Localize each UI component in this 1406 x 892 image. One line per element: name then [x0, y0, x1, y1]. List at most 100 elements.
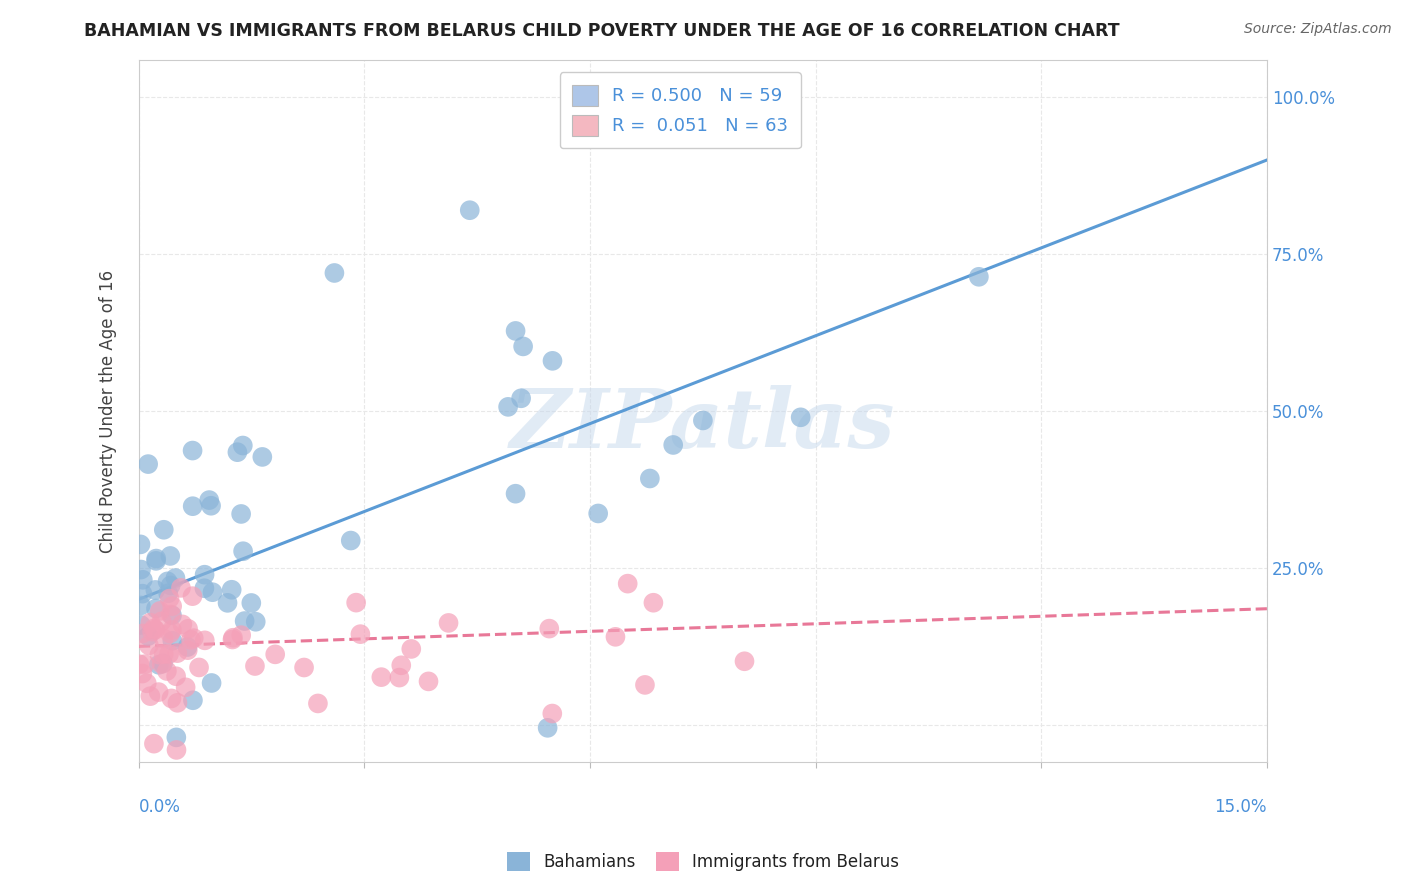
- Point: [143, 582, 166, 597]
- Point: [157, 586, 180, 600]
- Point: [145, 551, 167, 566]
- Point: [129, 618, 152, 632]
- Point: [176, 640, 198, 654]
- Point: [634, 678, 657, 692]
- Point: [221, 582, 243, 597]
- Point: [616, 576, 638, 591]
- Point: [418, 674, 440, 689]
- Y-axis label: Child Poverty Under the Age of 16: Child Poverty Under the Age of 16: [100, 269, 117, 553]
- Point: [129, 599, 152, 613]
- Text: 15.0%: 15.0%: [1215, 797, 1267, 815]
- Legend: R = 0.500   N = 59, R =  0.051   N = 63: R = 0.500 N = 59, R = 0.051 N = 63: [560, 72, 801, 148]
- Point: [389, 658, 412, 673]
- Point: [264, 648, 287, 662]
- Point: [159, 591, 181, 606]
- Point: [734, 654, 756, 668]
- Point: [135, 676, 157, 690]
- Point: [194, 633, 217, 648]
- Point: [458, 203, 481, 218]
- Point: [370, 670, 392, 684]
- Point: [150, 615, 173, 629]
- Point: [605, 630, 627, 644]
- Point: [139, 615, 162, 630]
- Point: [142, 737, 165, 751]
- Point: [344, 596, 367, 610]
- Point: [148, 648, 170, 662]
- Point: [159, 578, 181, 592]
- Point: [148, 685, 170, 699]
- Point: [401, 642, 423, 657]
- Point: [510, 392, 533, 406]
- Point: [967, 269, 990, 284]
- Point: [181, 589, 204, 603]
- Point: [141, 624, 163, 639]
- Point: [145, 601, 167, 615]
- Point: [292, 660, 315, 674]
- Point: [496, 400, 519, 414]
- Point: [307, 697, 329, 711]
- Point: [183, 631, 205, 645]
- Point: [188, 660, 211, 674]
- Point: [165, 731, 187, 745]
- Point: [662, 438, 685, 452]
- Point: [145, 554, 167, 568]
- Point: [226, 445, 249, 459]
- Point: [177, 622, 200, 636]
- Point: [136, 457, 159, 471]
- Point: [152, 647, 174, 661]
- Point: [159, 607, 181, 622]
- Point: [231, 628, 253, 642]
- Point: [194, 567, 217, 582]
- Point: [221, 632, 243, 647]
- Point: [156, 664, 179, 678]
- Point: [233, 614, 256, 628]
- Point: [180, 632, 202, 647]
- Point: [252, 450, 274, 464]
- Point: [243, 659, 266, 673]
- Point: [388, 671, 411, 685]
- Point: [160, 608, 183, 623]
- Point: [165, 669, 187, 683]
- Point: [165, 571, 187, 585]
- Point: [240, 596, 263, 610]
- Point: [142, 622, 165, 636]
- Point: [200, 499, 222, 513]
- Point: [512, 339, 534, 353]
- Point: [143, 623, 166, 637]
- Point: [222, 631, 245, 645]
- Point: [181, 499, 204, 513]
- Point: [159, 549, 181, 563]
- Point: [152, 632, 174, 646]
- Point: [339, 533, 361, 548]
- Point: [538, 622, 561, 636]
- Point: [138, 638, 160, 652]
- Point: [160, 599, 183, 613]
- Point: [157, 647, 180, 661]
- Point: [229, 507, 252, 521]
- Text: BAHAMIAN VS IMMIGRANTS FROM BELARUS CHILD POVERTY UNDER THE AGE OF 16 CORRELATIO: BAHAMIAN VS IMMIGRANTS FROM BELARUS CHIL…: [84, 22, 1121, 40]
- Point: [131, 587, 153, 601]
- Point: [129, 562, 152, 576]
- Point: [586, 507, 609, 521]
- Text: ZIPatlas: ZIPatlas: [510, 385, 896, 465]
- Point: [129, 537, 152, 551]
- Point: [149, 604, 172, 618]
- Text: 0.0%: 0.0%: [139, 797, 181, 815]
- Point: [131, 666, 153, 681]
- Point: [132, 573, 155, 587]
- Point: [159, 626, 181, 640]
- Point: [174, 681, 197, 695]
- Point: [152, 657, 174, 671]
- Point: [505, 324, 527, 338]
- Point: [232, 544, 254, 558]
- Point: [232, 438, 254, 452]
- Legend: Bahamians, Immigrants from Belarus: Bahamians, Immigrants from Belarus: [498, 843, 908, 880]
- Point: [139, 689, 162, 703]
- Point: [643, 596, 665, 610]
- Point: [181, 693, 204, 707]
- Point: [134, 657, 156, 672]
- Point: [638, 471, 661, 485]
- Point: [245, 615, 267, 629]
- Point: [537, 721, 560, 735]
- Point: [136, 629, 159, 643]
